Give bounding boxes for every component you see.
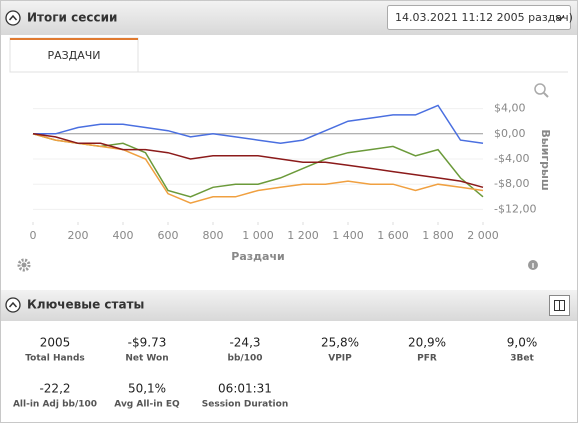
stat-label: PFR — [417, 354, 437, 364]
series-line — [32, 133, 484, 189]
x-tick-label: 2 000 — [467, 229, 499, 242]
x-tick-label: 1 400 — [332, 229, 364, 242]
stat-value: -22,2 — [39, 382, 70, 396]
x-tick-label: 200 — [68, 229, 89, 242]
stat-label: Avg All-in EQ — [114, 400, 180, 410]
stat-value: 9,0% — [507, 336, 538, 350]
x-tick-label: 1 000 — [242, 229, 274, 242]
y-tick-label: $0,00 — [494, 127, 526, 140]
stats-bar — [1, 290, 577, 321]
stat-value: -$9.73 — [128, 336, 167, 350]
y-tick-label: -$4,00 — [494, 152, 529, 165]
x-tick-label: 400 — [113, 229, 134, 242]
y-tick-label: $4,00 — [494, 102, 526, 115]
info-icon[interactable] — [528, 260, 538, 270]
stats-collapse-button[interactable] — [5, 297, 21, 313]
session-dropdown[interactable]: 14.03.2021 11:12 2005 раздач) — [387, 5, 573, 30]
settings-icon[interactable] — [17, 258, 31, 272]
x-tick-label: 1 800 — [422, 229, 454, 242]
stat-value: 2005 — [40, 336, 71, 350]
x-axis-label: Раздачи — [231, 250, 284, 263]
stat-label: Net Won — [125, 354, 168, 364]
x-tick-label: 0 — [30, 229, 37, 242]
collapse-button[interactable] — [5, 10, 21, 26]
stats-title: Ключевые статы — [27, 298, 144, 312]
y-tick-label: -$8,00 — [494, 177, 529, 190]
tab-label[interactable]: РАЗДАЧИ — [47, 49, 100, 62]
layout-button[interactable] — [549, 295, 570, 316]
y-tick-label: -$12,00 — [494, 202, 536, 215]
stat-label: Session Duration — [202, 400, 288, 410]
series-line — [32, 133, 484, 204]
zoom-icon[interactable] — [534, 83, 549, 98]
tab-indicator — [10, 38, 138, 40]
stat-value: 06:01:31 — [218, 382, 272, 396]
stat-value: -24,3 — [229, 336, 260, 350]
x-tick-label: 600 — [158, 229, 179, 242]
stat-label: All-in Adj bb/100 — [13, 400, 97, 410]
stat-label: VPIP — [328, 354, 352, 364]
section-title: Итоги сессии — [27, 11, 117, 25]
x-tick-label: 1 200 — [287, 229, 319, 242]
stat-value: 20,9% — [408, 336, 446, 350]
stat-label: Total Hands — [25, 354, 85, 364]
stat-label: 3Bet — [510, 354, 534, 364]
x-tick-label: 800 — [203, 229, 224, 242]
tab[interactable] — [9, 37, 139, 73]
y-axis-label: Выигрыш — [539, 129, 552, 190]
session-text: 14.03.2021 11:12 2005 раздач) — [395, 11, 573, 24]
x-tick-label: 1 600 — [377, 229, 409, 242]
series-line — [33, 104, 484, 145]
stat-label: bb/100 — [228, 354, 263, 364]
stat-value: 50,1% — [128, 382, 166, 396]
stat-value: 25,8% — [321, 336, 359, 350]
